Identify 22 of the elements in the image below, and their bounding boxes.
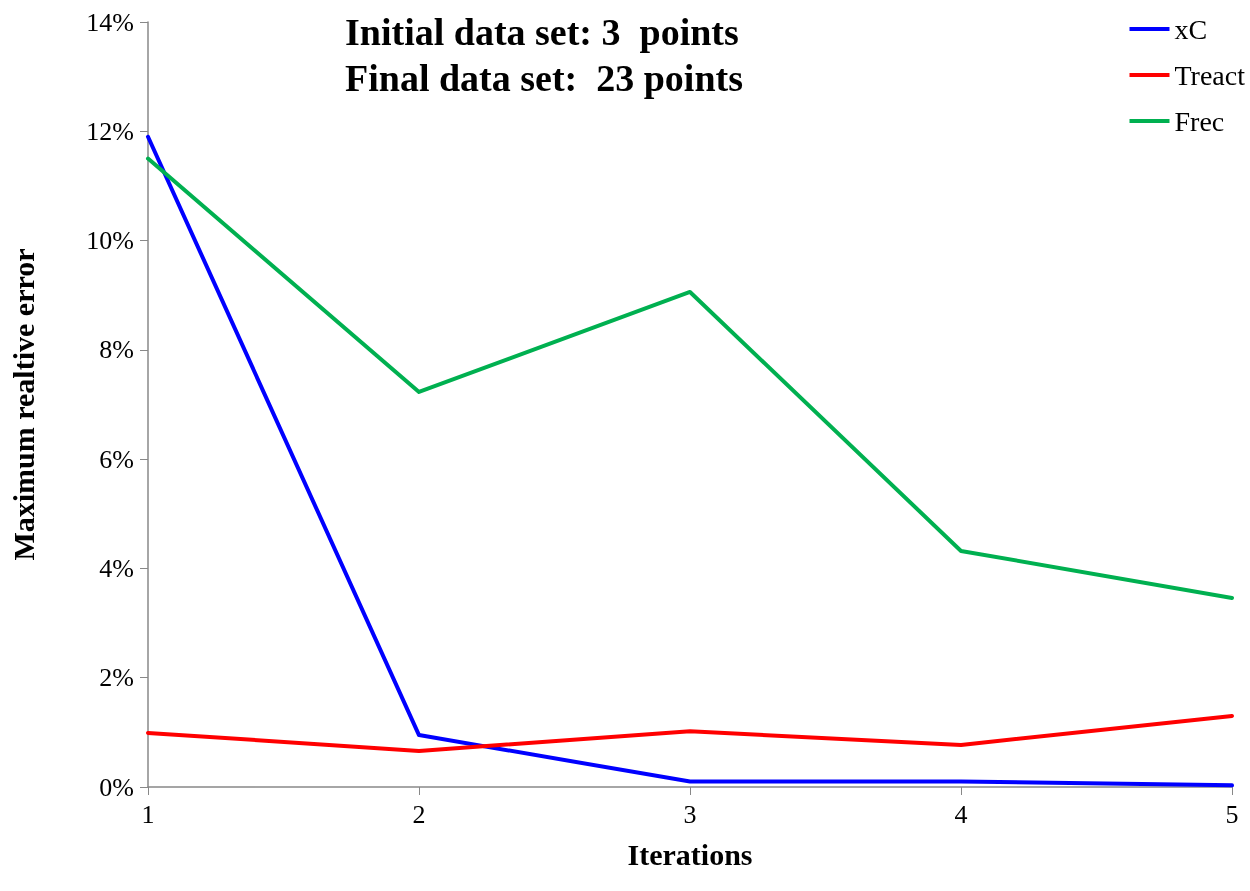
- y-tick-label: 0%: [99, 772, 134, 802]
- y-tick-label: 4%: [99, 553, 134, 583]
- legend-label: Frec: [1174, 105, 1225, 137]
- x-tick-label: 3: [683, 799, 697, 829]
- y-tick-label: 2%: [99, 663, 134, 693]
- x-tick-label: 4: [954, 799, 968, 829]
- x-tick-label: 1: [141, 799, 155, 829]
- y-axis-title: Maximum realtive error: [6, 248, 40, 561]
- x-tick-label: 5: [1225, 799, 1239, 829]
- chart-title: Initial data set: 3 points: [345, 11, 739, 53]
- y-tick-label: 14%: [86, 7, 134, 37]
- y-tick-label: 6%: [99, 444, 134, 474]
- x-tick-label: 2: [412, 799, 426, 829]
- y-tick-label: 8%: [99, 335, 134, 365]
- line-series: [146, 713, 1234, 753]
- y-tick-label: 10%: [86, 226, 134, 256]
- x-axis-title: Iterations: [627, 837, 753, 871]
- text: Final data set: 23 points: [345, 57, 743, 99]
- legend-label: Treact: [1174, 59, 1246, 91]
- line-series: [146, 156, 1234, 600]
- y-tick-label: 12%: [86, 116, 134, 146]
- legend-label: xC: [1174, 13, 1208, 45]
